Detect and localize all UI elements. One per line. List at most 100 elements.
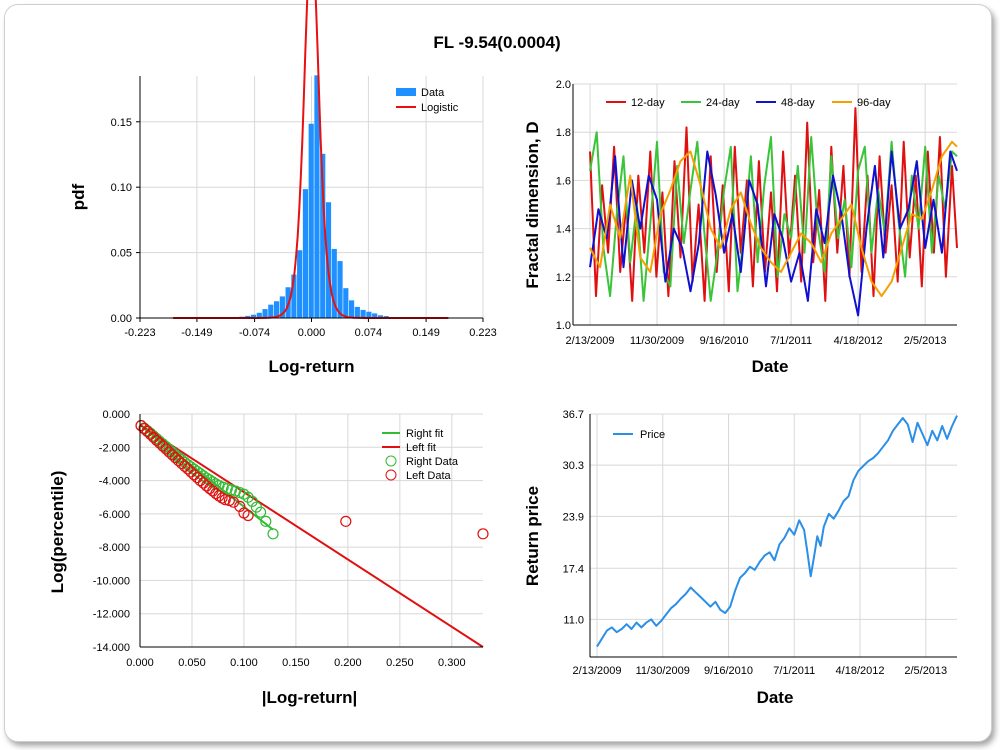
histogram-bar bbox=[331, 248, 337, 318]
y-tick-label: 1.6 bbox=[556, 175, 571, 187]
y-tick-label: 1.4 bbox=[556, 224, 571, 236]
x-tick-label: 0.149 bbox=[412, 327, 440, 339]
scatter-point-Left Data bbox=[166, 449, 178, 461]
y-tick-label: 0.15 bbox=[111, 117, 132, 129]
y-tick-label: -2.000 bbox=[99, 442, 130, 454]
x-tick-label: 0.223 bbox=[469, 327, 497, 339]
histogram-bar bbox=[268, 304, 274, 318]
y-tick-label: -10.000 bbox=[93, 575, 130, 587]
x-tick-label: 0.000 bbox=[298, 327, 326, 339]
histogram-panel: -0.223 -0.149 -0.074 0.000 0.074 0.149 0.223 0.… bbox=[69, 0, 497, 376]
legend-label-12-day: 12-day bbox=[631, 97, 665, 109]
y-tick-label: 1.0 bbox=[556, 320, 571, 332]
x-tick-label: 2/5/2013 bbox=[904, 665, 947, 677]
y-tick-label: 1.2 bbox=[556, 272, 571, 284]
y-tick-label: -8.000 bbox=[99, 542, 130, 554]
scatter-point-Left Data bbox=[135, 420, 147, 432]
y-axis-label: pdf bbox=[69, 183, 88, 210]
scatter-point-Left Data bbox=[188, 469, 200, 481]
scatter-point-Right Data bbox=[246, 495, 258, 507]
scatter-point-Right Data bbox=[254, 506, 267, 518]
scatter-point-Right Data bbox=[242, 491, 254, 503]
series-line-48-day bbox=[589, 150, 958, 317]
scatter-point-Right Data bbox=[267, 528, 279, 540]
legend-label-logistic: Logistic bbox=[421, 102, 459, 114]
scatter-point-Left Data bbox=[197, 477, 210, 489]
x-tick-label: 2/13/2009 bbox=[566, 335, 615, 347]
y-tick-label: 17.4 bbox=[563, 563, 584, 575]
x-tick-label: 0.250 bbox=[386, 657, 414, 669]
series-line-price bbox=[596, 415, 958, 648]
x-axis-label: Log-return bbox=[269, 357, 355, 376]
legend-label-left-data: Left Data bbox=[406, 470, 452, 482]
scatter-point-Right Data bbox=[260, 515, 272, 527]
legend-label-24-day: 24-day bbox=[706, 97, 740, 109]
legend-label-data: Data bbox=[421, 87, 445, 99]
fit-line-Left fit bbox=[139, 423, 484, 648]
histogram-bar bbox=[320, 153, 326, 318]
y-tick-label: 0.10 bbox=[111, 182, 132, 194]
histogram-bar bbox=[250, 314, 257, 318]
x-tick-label: 0.200 bbox=[334, 657, 362, 669]
histogram-bar bbox=[348, 300, 355, 318]
histogram-bar bbox=[325, 202, 332, 318]
histogram-bar bbox=[360, 309, 366, 318]
x-axis-label: |Log-return| bbox=[262, 688, 357, 707]
histogram-bar bbox=[279, 296, 285, 318]
return-price-panel: 2/13/2009 11/30/2009 9/16/2010 7/1/2011 4/18… bbox=[523, 409, 958, 707]
histogram-bar bbox=[366, 311, 372, 318]
histogram-bar bbox=[256, 312, 262, 318]
x-tick-label: 11/30/2009 bbox=[630, 335, 684, 347]
x-tick-label: 2/13/2009 bbox=[573, 665, 622, 677]
scatter-point-Left Data bbox=[160, 443, 172, 455]
legend-swatch-data bbox=[396, 88, 416, 96]
y-tick-label: 0.000 bbox=[102, 409, 130, 421]
histogram-bar bbox=[308, 123, 314, 319]
x-axis-label: Date bbox=[752, 357, 789, 376]
scatter-point-Left Data bbox=[242, 509, 254, 522]
x-tick-label: 9/16/2010 bbox=[700, 335, 749, 347]
histogram-bar bbox=[377, 315, 383, 318]
x-tick-label: 0.150 bbox=[282, 657, 310, 669]
x-tick-label: 0.074 bbox=[355, 327, 383, 339]
fit-line-Right fit bbox=[139, 424, 274, 531]
figure-title: FL -9.54(0.0004) bbox=[433, 33, 560, 52]
scatter-point-Left Data bbox=[172, 455, 185, 467]
fractal-dimension-panel: 2/13/2009 11/30/2009 9/16/2010 7/1/2011 4/18… bbox=[523, 79, 958, 376]
y-tick-label: 2.0 bbox=[556, 79, 571, 91]
x-tick-label: 9/16/2010 bbox=[704, 665, 753, 677]
legend-label-96-day: 96-day bbox=[857, 97, 891, 109]
x-tick-label: 0.100 bbox=[230, 657, 258, 669]
histogram-bar bbox=[291, 274, 297, 318]
scatter-point-Left Data bbox=[185, 466, 197, 478]
series-line-96-day bbox=[589, 140, 958, 298]
y-axis-label: Fractal dimension, D bbox=[523, 121, 542, 288]
x-tick-label: 4/18/2012 bbox=[836, 665, 885, 677]
y-tick-label: 36.7 bbox=[563, 409, 584, 421]
histogram-bar bbox=[262, 309, 268, 318]
histogram-bar bbox=[354, 306, 360, 318]
legend-swatch-left-data bbox=[385, 469, 397, 481]
x-axis-label: Date bbox=[757, 688, 794, 707]
y-tick-label: 1.8 bbox=[556, 127, 571, 139]
histogram-bar bbox=[274, 301, 280, 318]
x-tick-label: 7/1/2011 bbox=[770, 335, 812, 347]
legend-label-price: Price bbox=[640, 429, 665, 441]
y-tick-label: 11.0 bbox=[563, 614, 584, 626]
scatter-point-Left Data bbox=[163, 446, 175, 458]
scatter-point-Right Data bbox=[221, 482, 233, 495]
scatter-point-Left Data bbox=[182, 463, 194, 475]
scatter-point-Left Data bbox=[213, 490, 225, 502]
y-axis-label: Log(percentile) bbox=[48, 471, 67, 594]
scatter-point-Left Data bbox=[477, 528, 489, 540]
legend-swatch-right-data bbox=[385, 455, 397, 467]
scatter-point-Left Data bbox=[151, 434, 163, 446]
y-tick-label: 23.9 bbox=[563, 511, 584, 523]
legend-label-right-data: Right Data bbox=[406, 456, 459, 468]
legend-label-right-fit: Right fit bbox=[406, 428, 443, 440]
scatter-point-Left Data bbox=[157, 440, 169, 452]
scatter-point-Left Data bbox=[169, 452, 181, 464]
scatter-point-Left Data bbox=[147, 431, 160, 443]
y-tick-label: 30.3 bbox=[563, 460, 584, 472]
legend-label-48-day: 48-day bbox=[781, 97, 815, 109]
